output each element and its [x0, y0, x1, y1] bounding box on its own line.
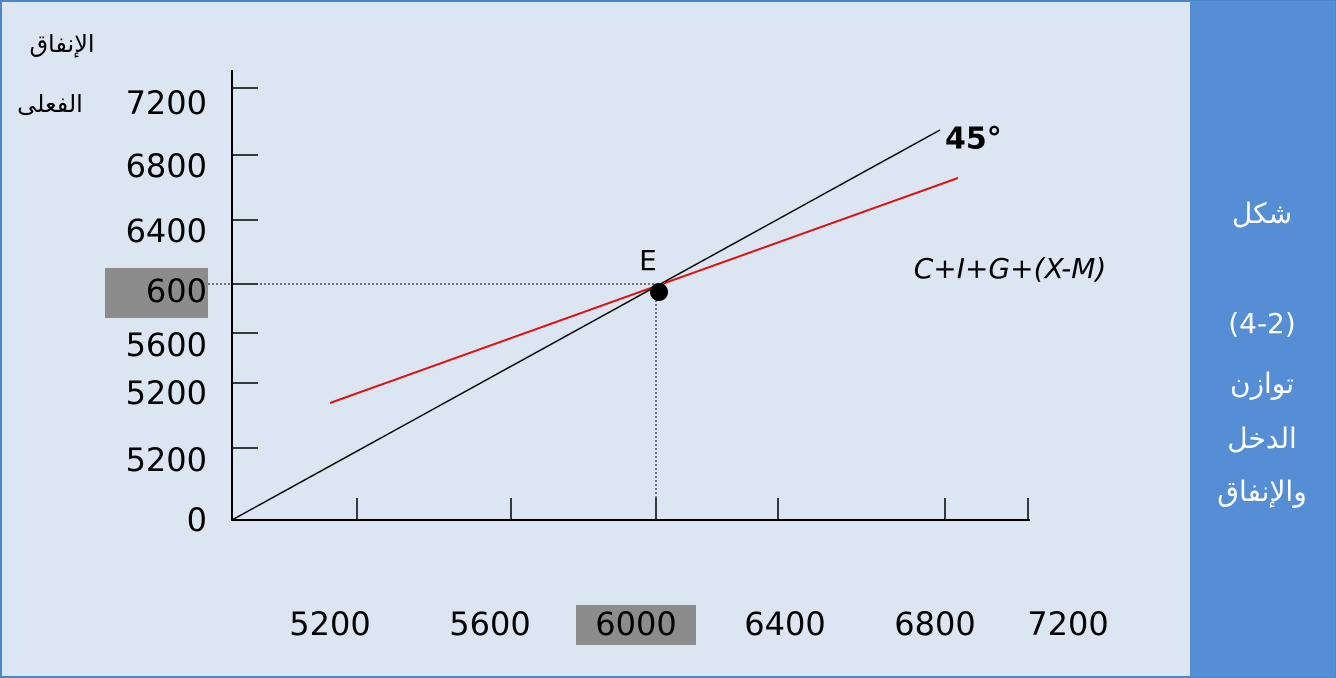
- x-tick-label: 5200: [289, 605, 370, 643]
- side-panel: [1190, 1, 1335, 677]
- equilibrium-point: [650, 283, 668, 301]
- figure-number: (4-2): [1228, 307, 1296, 340]
- x-tick-label: 6800: [894, 605, 975, 643]
- y-title: الإنفاق: [29, 30, 94, 58]
- line-45: [231, 129, 941, 521]
- point-label: E: [639, 244, 657, 277]
- x-tick-label: 6400: [744, 605, 825, 643]
- figure-label: شكل: [1232, 197, 1292, 230]
- y-tick-label: 6800: [126, 147, 207, 185]
- x-tick-label: 5600: [449, 605, 530, 643]
- line-label: C+I+G+(X-M): [914, 252, 1107, 285]
- y-tick-label: 5200: [126, 374, 207, 412]
- expenditure-line: [329, 177, 959, 404]
- y-tick-label: 0: [187, 501, 207, 539]
- y-tick-label: 7200: [126, 84, 207, 122]
- caption: توازن: [1230, 367, 1294, 400]
- angle-label: 45°: [945, 122, 1002, 157]
- x-tick-label: 6000: [595, 605, 676, 643]
- x-tick-label: 7200: [1027, 605, 1108, 643]
- caption: الدخل: [1227, 422, 1297, 455]
- y-tick-label: 5200: [126, 441, 207, 479]
- highlight-box: [105, 268, 208, 318]
- y-tick-label: 6400: [126, 212, 207, 250]
- y-tick-label: 5600: [126, 326, 207, 364]
- highlight-box: [576, 605, 696, 645]
- y-tick-label: 600: [146, 272, 207, 310]
- caption: والإنفاق: [1217, 475, 1306, 508]
- y-title: الفعلى: [17, 90, 83, 118]
